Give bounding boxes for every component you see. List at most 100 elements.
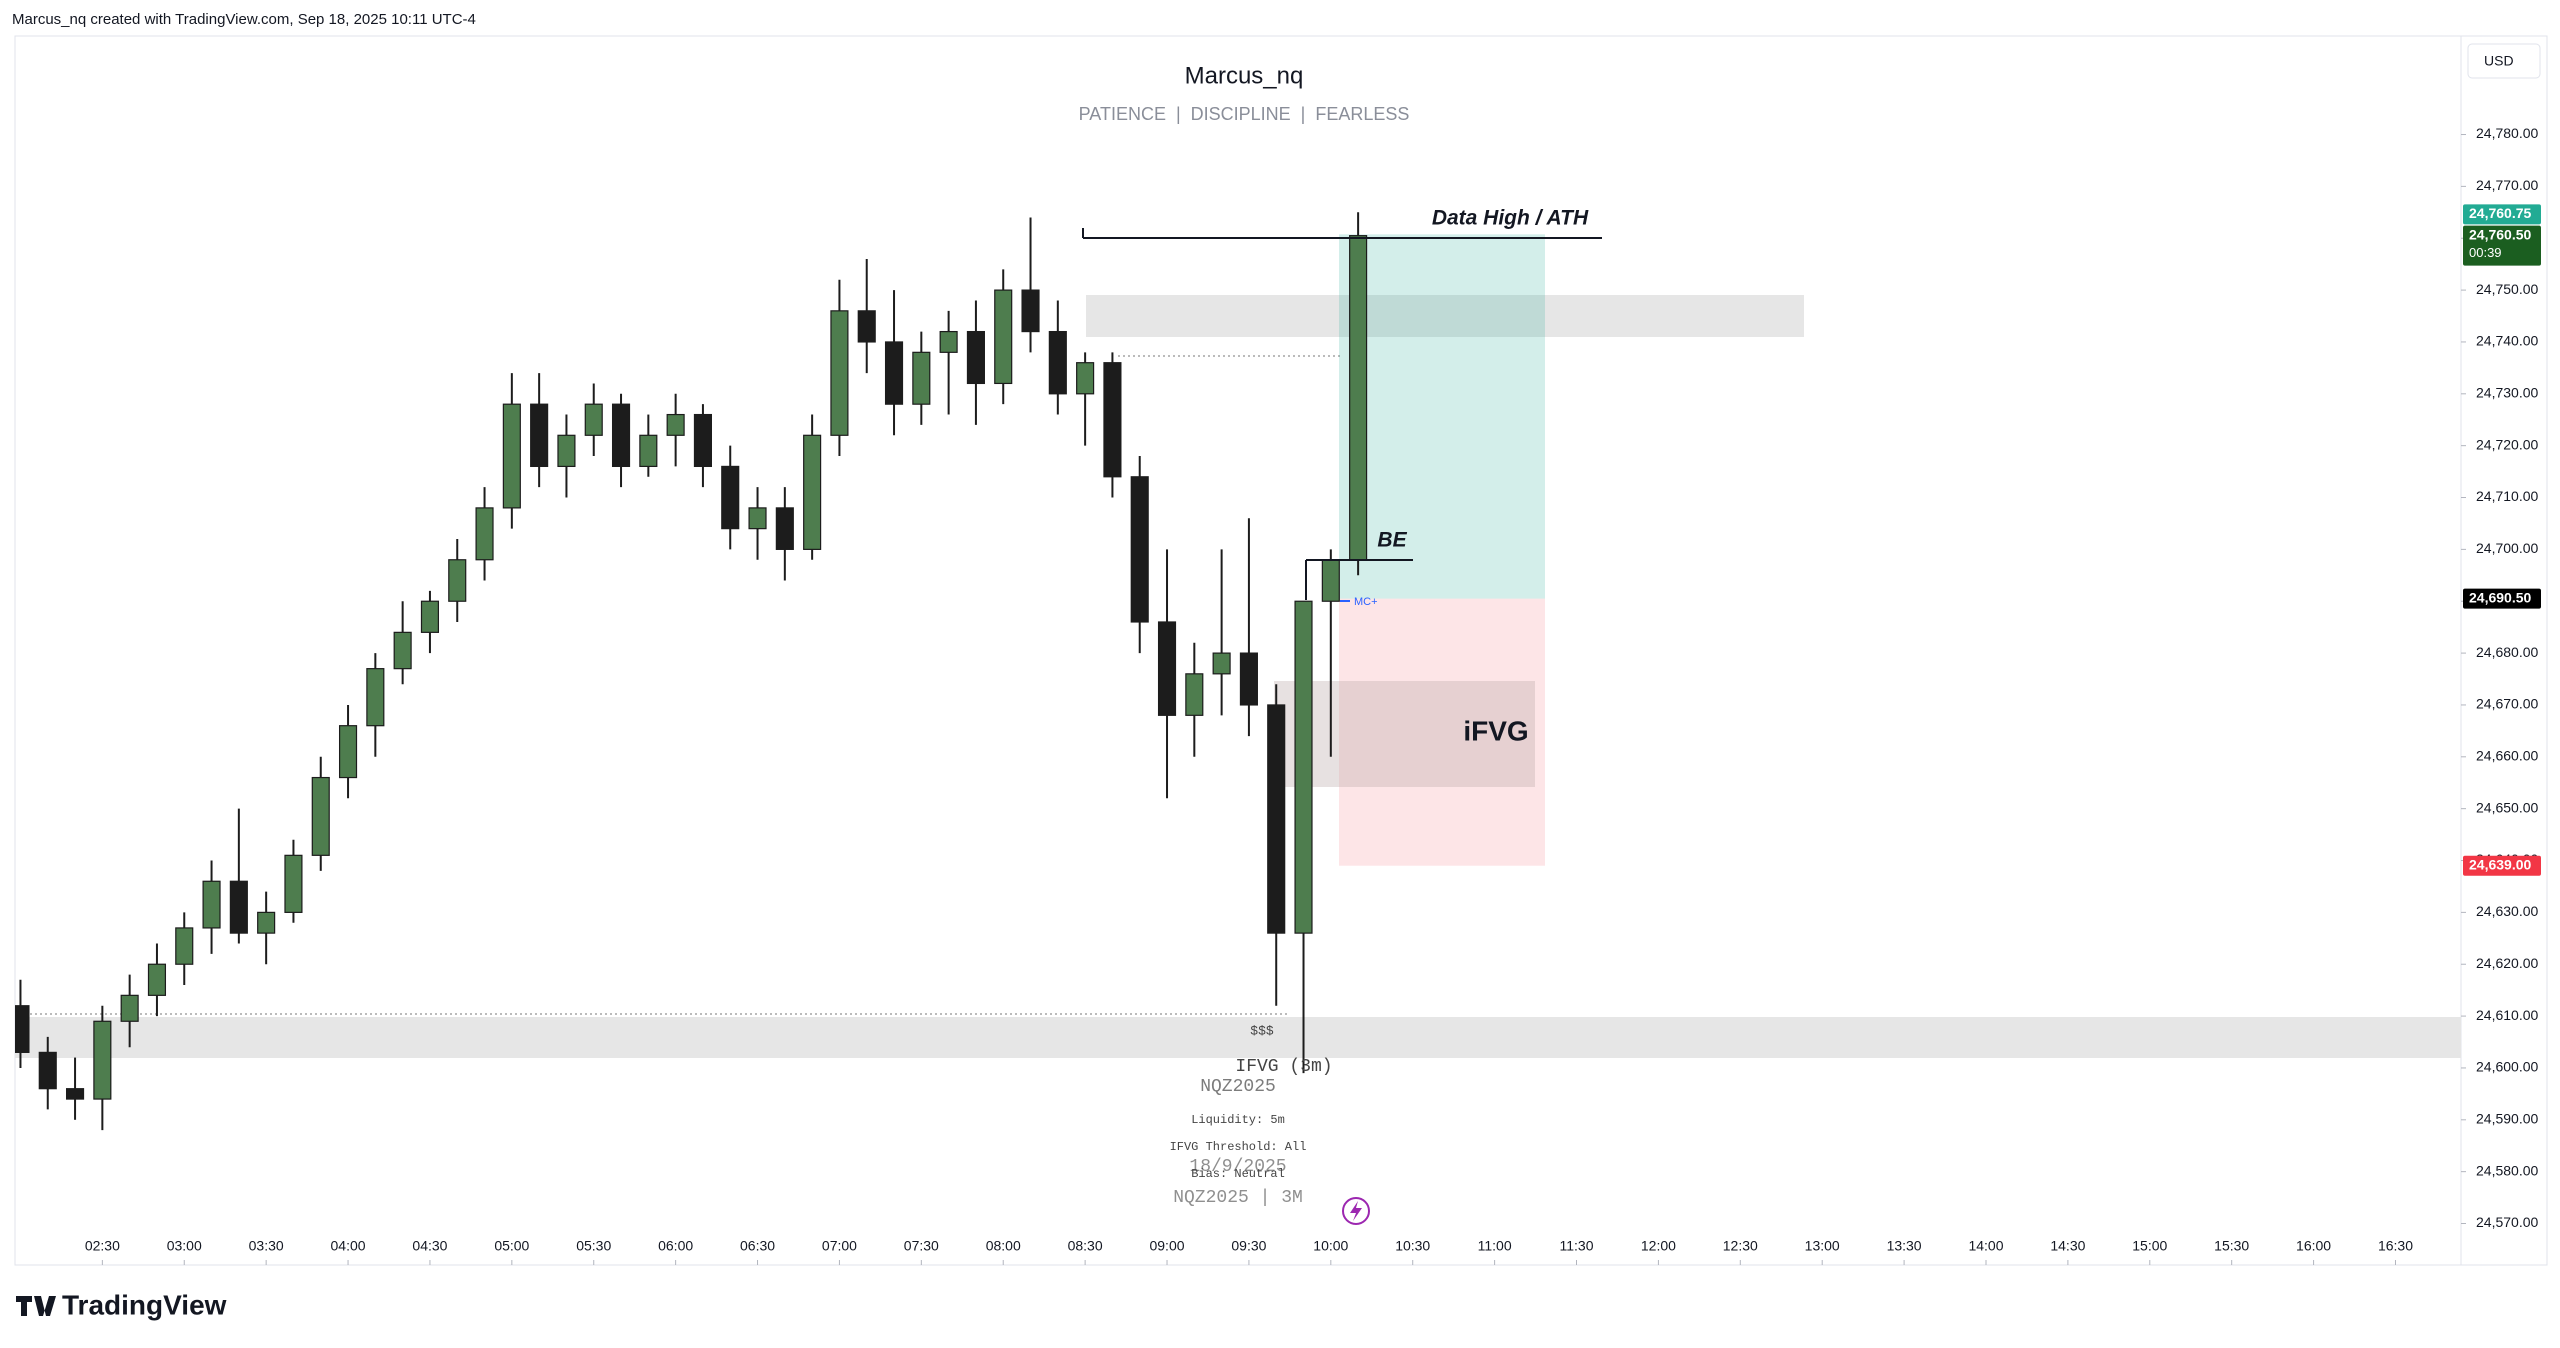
y-tick-label: 24,580.00 xyxy=(2476,1162,2538,1178)
candle-body xyxy=(1076,362,1095,395)
candle-body xyxy=(748,507,767,530)
countdown: 00:39 xyxy=(2469,245,2502,260)
annotation: $$$ xyxy=(1250,1023,1274,1038)
y-tick-label: 24,680.00 xyxy=(2476,644,2538,660)
x-tick-label: 09:30 xyxy=(1231,1238,1266,1254)
candle-body xyxy=(366,668,385,727)
candle-body xyxy=(666,413,685,436)
logo-text: TradingView xyxy=(62,1289,227,1320)
annotation: BE xyxy=(1377,529,1407,552)
y-tick-label: 24,610.00 xyxy=(2476,1007,2538,1023)
logo: TradingView xyxy=(16,1289,227,1320)
annotation: Data High / ATH xyxy=(1432,207,1589,230)
candle-body xyxy=(15,1005,30,1053)
logo-mark xyxy=(16,1296,56,1316)
candle-body xyxy=(584,403,603,436)
annotation: Liquidity: 5m xyxy=(1191,1113,1285,1127)
y-tick-label: 24,590.00 xyxy=(2476,1111,2538,1127)
x-tick-label: 12:00 xyxy=(1641,1238,1676,1254)
candle-body xyxy=(502,403,521,509)
y-tick-label: 24,620.00 xyxy=(2476,955,2538,971)
x-tick-label: 10:00 xyxy=(1313,1238,1348,1254)
chart-subtitle: PATIENCE | DISCIPLINE | FEARLESS xyxy=(1079,104,1410,124)
x-tick-label: 16:30 xyxy=(2378,1238,2413,1254)
candle-body xyxy=(338,725,358,779)
price-label: 24,760.50 xyxy=(2469,226,2531,242)
currency-button[interactable] xyxy=(2467,43,2541,79)
price-label: 24,639.00 xyxy=(2469,856,2531,872)
annotation: iFVG xyxy=(1463,715,1528,746)
alert-bolt xyxy=(1350,1201,1362,1221)
candle-body xyxy=(1021,289,1040,333)
x-tick-label: 06:30 xyxy=(740,1238,775,1254)
x-tick-label: 11:30 xyxy=(1560,1238,1594,1254)
candle-body xyxy=(420,600,440,633)
credit: Marcus_nq created with TradingView.com, … xyxy=(12,11,476,28)
chart-frame xyxy=(14,35,2548,1266)
x-tick-label: 02:30 xyxy=(85,1238,120,1254)
y-tick-label: 24,630.00 xyxy=(2476,903,2538,919)
supply-zone xyxy=(1086,295,1804,337)
annotation: IFVG Threshold: All xyxy=(1170,1140,1307,1154)
annotation: 18/9/2025 xyxy=(1189,1157,1286,1177)
x-tick-label: 04:30 xyxy=(412,1238,447,1254)
position-tool xyxy=(1339,234,1545,866)
price-label: 24,760.75 xyxy=(2469,205,2531,221)
x-tick-label: 08:00 xyxy=(986,1238,1021,1254)
axes: 24,570.00 24,580.00 24,590.00 24,600.00 24,6… xyxy=(85,125,2541,1265)
x-tick-label: 08:30 xyxy=(1068,1238,1103,1254)
candle-body xyxy=(1239,652,1258,706)
y-tick-label: 24,740.00 xyxy=(2476,333,2538,349)
candle-body xyxy=(939,330,958,353)
candle-body xyxy=(775,507,794,550)
plot-background xyxy=(15,295,2461,1058)
candle-body xyxy=(1130,476,1149,623)
x-tick-label: 11:00 xyxy=(1478,1238,1512,1254)
y-tick-label: 24,670.00 xyxy=(2476,696,2538,712)
annotation: NQZ2025 | 3M xyxy=(1173,1188,1303,1208)
candle-body xyxy=(475,507,494,561)
candle-body xyxy=(1294,600,1313,934)
annotation: MC+ xyxy=(1354,596,1378,608)
chart-title: Marcus_nq xyxy=(1185,62,1304,89)
x-tick-label: 03:00 xyxy=(167,1238,202,1254)
ifvg-layer xyxy=(1274,681,1535,787)
candle-body xyxy=(284,854,303,913)
candle-body xyxy=(175,927,194,965)
candle-body xyxy=(1157,621,1177,716)
candle-body xyxy=(1349,235,1368,561)
candle-body xyxy=(611,403,631,468)
target-zone xyxy=(1339,234,1545,599)
y-tick-label: 24,770.00 xyxy=(2476,177,2538,193)
y-tick-label: 24,570.00 xyxy=(2476,1214,2538,1230)
candle-body xyxy=(912,351,931,405)
x-tick-label: 03:30 xyxy=(249,1238,284,1254)
x-tick-label: 09:00 xyxy=(1149,1238,1184,1254)
candle-body xyxy=(1267,704,1286,934)
x-tick-label: 05:30 xyxy=(576,1238,611,1254)
x-tick-label: 13:00 xyxy=(1805,1238,1840,1254)
candle-body xyxy=(721,465,740,530)
x-tick-label: 13:30 xyxy=(1887,1238,1922,1254)
candle-body xyxy=(65,1088,85,1100)
candle-body xyxy=(1212,652,1231,675)
candle-body xyxy=(639,434,658,468)
candle-body xyxy=(884,341,904,405)
y-tick-label: 24,600.00 xyxy=(2476,1059,2538,1075)
x-tick-label: 14:30 xyxy=(2050,1238,2085,1254)
candle-body xyxy=(830,310,849,436)
candle-body xyxy=(1103,362,1122,478)
candle-body xyxy=(448,559,467,602)
candle-body xyxy=(557,434,576,468)
x-tick-label: 10:30 xyxy=(1395,1238,1430,1254)
annotation: Bias: Neutral xyxy=(1191,1167,1285,1181)
annotation: IFVG (3m) xyxy=(1235,1057,1332,1077)
candle-body xyxy=(311,776,330,856)
price-label-bg xyxy=(2463,225,2541,266)
x-tick-label: 07:30 xyxy=(904,1238,939,1254)
y-tick-label: 24,720.00 xyxy=(2476,436,2538,452)
stop-zone xyxy=(1339,598,1545,866)
candle-body xyxy=(857,310,876,343)
